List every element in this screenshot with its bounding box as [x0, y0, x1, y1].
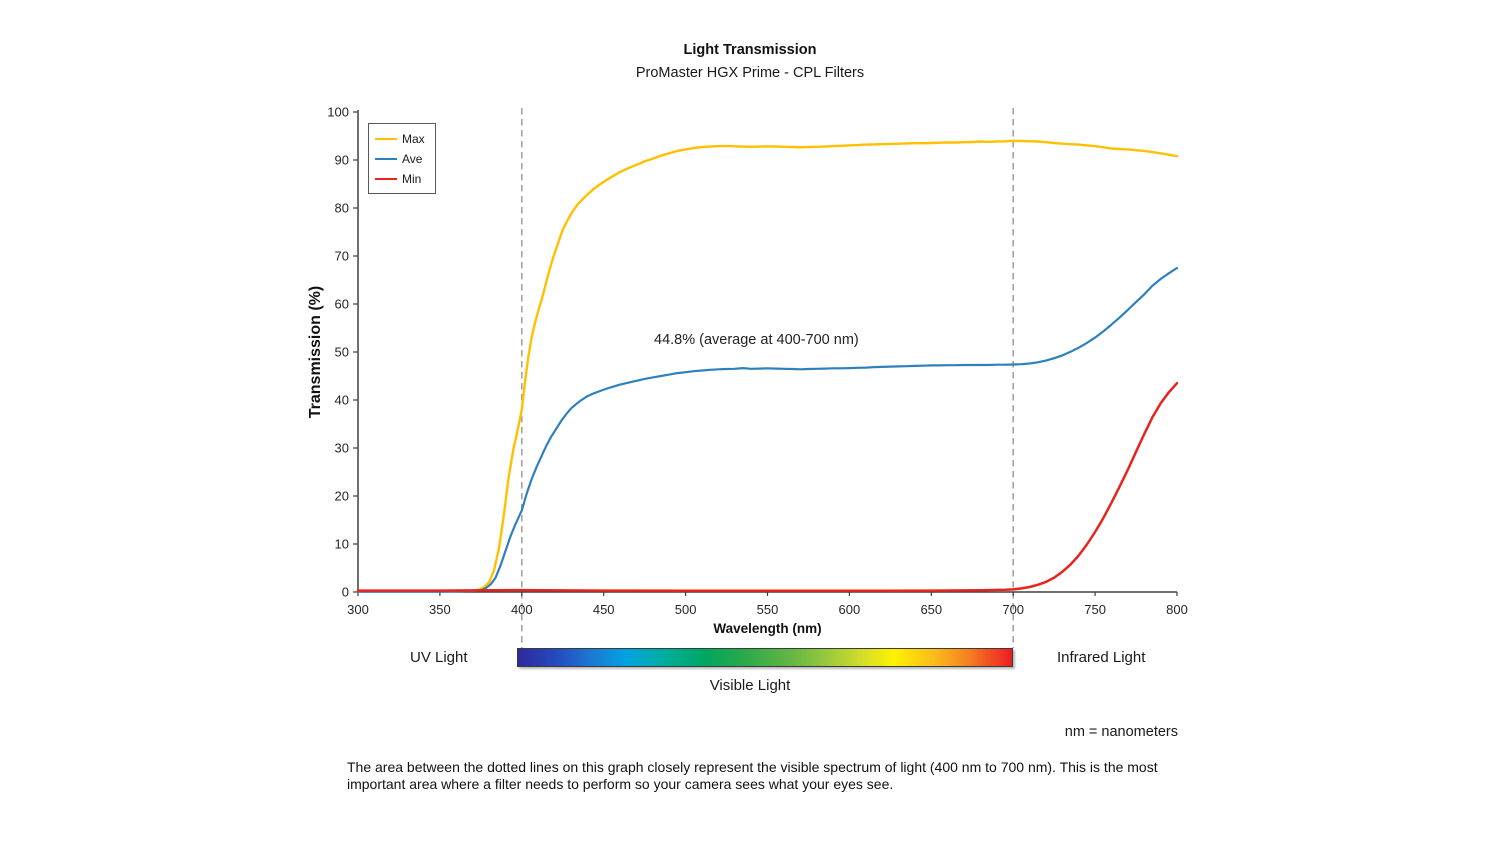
y-tick-label-10: 10: [335, 537, 349, 552]
legend-item-ave: Ave: [375, 149, 435, 169]
min-line-swatch: [375, 177, 397, 181]
x-tick-label-600: 600: [839, 602, 861, 617]
unit-note: nm = nanometers: [1064, 724, 1178, 740]
y-tick-label-30: 30: [335, 441, 349, 456]
y-tick-label-50: 50: [335, 345, 349, 360]
x-tick-label-350: 350: [429, 602, 451, 617]
footnote: The area between the dotted lines on thi…: [347, 759, 1158, 792]
x-tick-label-700: 700: [1002, 602, 1024, 617]
infrared-light-label: Infrared Light: [1057, 649, 1146, 666]
legend-label-ave: Ave: [402, 152, 423, 166]
y-tick-label-20: 20: [335, 489, 349, 504]
legend-item-max: Max: [375, 129, 435, 149]
y-tick-label-100: 100: [327, 105, 349, 120]
y-tick-label-60: 60: [335, 297, 349, 312]
x-tick-label-400: 400: [511, 602, 533, 617]
chart-subtitle: ProMaster HGX Prime - CPL Filters: [635, 65, 865, 81]
y-tick-label-80: 80: [335, 201, 349, 216]
x-axis-title: Wavelength (nm): [713, 621, 822, 636]
legend-label-min: Min: [402, 172, 422, 186]
uv-light-label: UV Light: [410, 649, 468, 666]
legend: Max Ave Min: [368, 123, 436, 194]
x-tick-label-300: 300: [347, 602, 369, 617]
average-annotation: 44.8% (average at 400-700 nm): [654, 332, 859, 348]
y-tick-label-90: 90: [335, 153, 349, 168]
x-tick-label-550: 550: [757, 602, 779, 617]
x-tick-label-750: 750: [1084, 602, 1106, 617]
max-line-swatch: [375, 137, 397, 141]
y-tick-label-40: 40: [335, 393, 349, 408]
y-tick-label-70: 70: [335, 249, 349, 264]
series-line-min: [356, 381, 1179, 593]
legend-label-max: Max: [402, 132, 425, 146]
x-tick-label-500: 500: [675, 602, 697, 617]
x-tick-label-800: 800: [1166, 602, 1188, 617]
chart-title: Light Transmission: [683, 42, 817, 58]
x-tick-label-450: 450: [593, 602, 615, 617]
visible-spectrum-bar: [517, 648, 1013, 667]
chart-title-block: Light Transmission ProMaster HGX Prime -…: [0, 42, 1500, 81]
y-axis-title: Transmission (%): [307, 285, 324, 419]
legend-item-min: Min: [375, 169, 435, 189]
x-tick-label-650: 650: [920, 602, 942, 617]
y-tick-label-0: 0: [342, 585, 349, 600]
series-line-max: [356, 139, 1179, 593]
series-line-ave: [356, 266, 1179, 593]
visible-light-label: Visible Light: [709, 677, 791, 694]
ave-line-swatch: [375, 157, 397, 161]
